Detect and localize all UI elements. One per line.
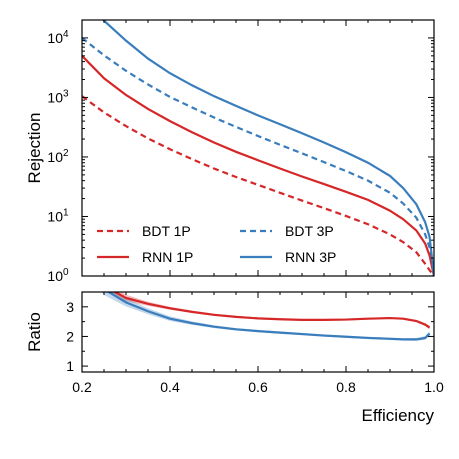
ratio-panel: 1 2 3 0.2 0.4 0.6 0.8 1.0 Ratio Efficiency — [25, 291, 444, 425]
ratio-y-tick-label: 3 — [66, 299, 74, 315]
legend-label-rnn-3p: RNN 3P — [285, 249, 336, 265]
ratio-series — [106, 292, 431, 341]
y-tick-label: 100 — [47, 267, 69, 284]
x-tick-label: 0.2 — [72, 379, 92, 395]
ratio-frame — [81, 291, 435, 373]
rejection-frame — [81, 19, 435, 277]
legend-label-rnn-1p: RNN 1P — [142, 249, 193, 265]
ratio-line-1p — [112, 292, 431, 329]
ratio-band-3p — [101, 292, 430, 341]
y-tick-label: 102 — [47, 148, 69, 165]
ratio-band-1p — [105, 292, 430, 330]
rejection-ylabel: Rejection — [25, 113, 44, 184]
series-line-bdt-3p — [82, 37, 434, 276]
legend: BDT 1P BDT 3P RNN 1P RNN 3P — [97, 223, 336, 265]
rejection-panel: 100 101 102 103 104 Rejection BDT 1P BDT 3P RN… — [25, 19, 435, 284]
y-tick-label: 103 — [47, 88, 69, 105]
x-tick-label: 1.0 — [424, 379, 444, 395]
legend-label-bdt-3p: BDT 3P — [285, 223, 334, 239]
legend-label-bdt-1p: BDT 1P — [142, 223, 191, 239]
rejection-series — [82, 20, 434, 276]
series-line-rnn-1p — [82, 55, 434, 276]
y-tick-label: 104 — [47, 29, 69, 46]
x-tick-label: 0.8 — [336, 379, 356, 395]
ratio-y-tick-label: 2 — [66, 328, 74, 344]
ratio-xlabel: Efficiency — [362, 406, 435, 425]
x-tick-label: 0.6 — [248, 379, 268, 395]
ratio-line-3p — [106, 292, 431, 341]
y-tick-label: 101 — [47, 207, 69, 224]
x-tick-label: 0.4 — [160, 379, 180, 395]
ratio-y-tick-label: 1 — [66, 358, 74, 374]
series-line-rnn-3p — [101, 20, 434, 276]
ratio-ylabel: Ratio — [25, 312, 44, 352]
series-line-bdt-1p — [82, 95, 434, 276]
